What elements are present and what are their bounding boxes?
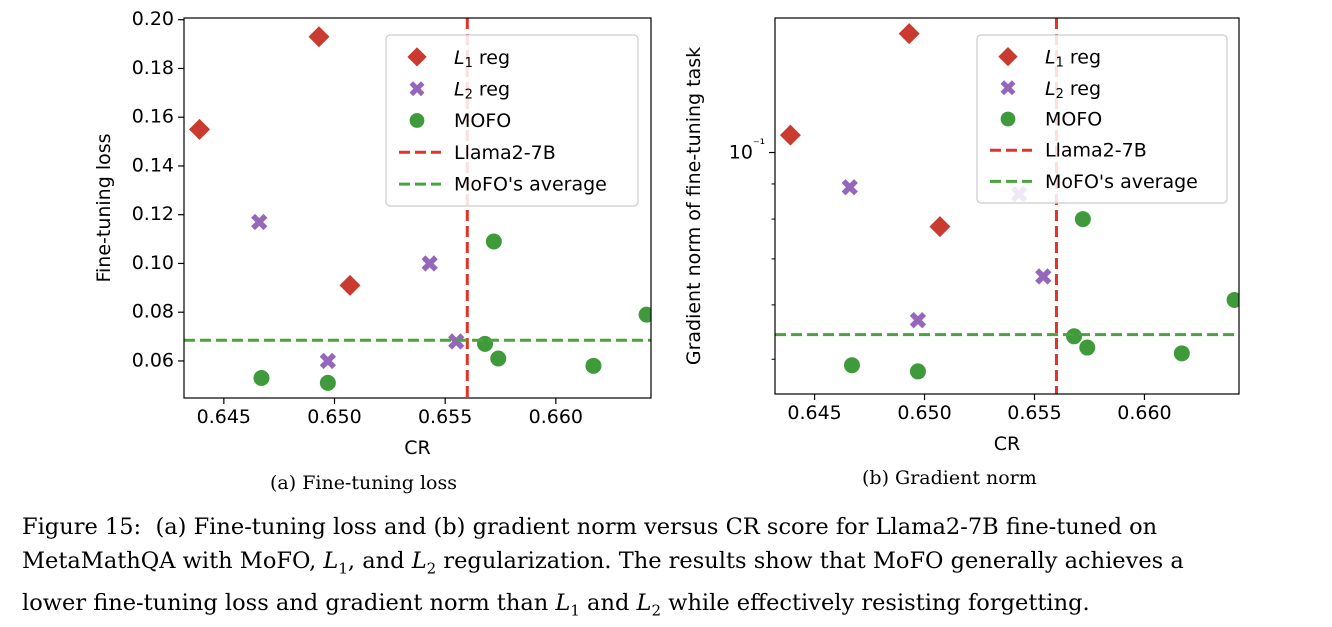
- legend-l1-reg-label: L1 reg: [1045, 46, 1101, 70]
- l1-reg-point-2: [339, 275, 360, 296]
- x-axis-label: CR: [994, 433, 1020, 455]
- legend-mofo-handle: [1001, 112, 1016, 127]
- legend-l2-reg-label: L2 reg: [1045, 77, 1101, 101]
- l2-reg-point-3: [1037, 270, 1049, 282]
- subplot-a: 0.645 0.650 0.655 0.660 0.06 0.08 0.10 0.12 0.14…: [93, 8, 655, 459]
- legend-mofo-s-average-label: MoFO's average: [454, 174, 607, 196]
- mofo-point-6: [1227, 292, 1243, 308]
- l2-reg-point-0: [253, 216, 265, 228]
- legend-l1-reg-label: L1 reg: [454, 46, 510, 70]
- mofo-point-6: [639, 307, 655, 323]
- mofo-point-3: [486, 234, 502, 250]
- x-tick-label-3: 0.660: [529, 406, 583, 428]
- y-tick-label-2: 0.10: [132, 252, 174, 274]
- figure-caption-line-3: lower fine-tuning loss and gradient norm…: [22, 586, 1312, 627]
- y-tick-label-0: 0.06: [132, 349, 174, 371]
- y-tick-label-6: 0.18: [132, 57, 174, 79]
- subplot-b-caption: (b) Gradient norm: [862, 467, 1037, 489]
- mofo-point-1: [910, 363, 926, 379]
- subplot-a-caption: (a) Fine-tuning loss: [270, 472, 457, 494]
- l2-reg-point-2: [423, 257, 435, 269]
- legend-mofo-s-average-label: MoFO's average: [1045, 171, 1198, 193]
- figure-caption-line-2: MetaMathQA with MoFO, L1, and L2 regular…: [22, 544, 1312, 586]
- l1-reg-point-0: [189, 119, 210, 140]
- legend-mofo-handle: [410, 113, 425, 128]
- legend-llama2-7b-label: Llama2-7B: [1045, 140, 1147, 162]
- mofo-point-1: [320, 375, 336, 391]
- x-tick-label-2: 0.655: [418, 406, 472, 428]
- mofo-point-2: [1066, 328, 1082, 344]
- legend-l2-reg-label: L2 reg: [454, 78, 510, 102]
- y-axis-label: Gradient norm of fine-tuning task: [683, 47, 705, 365]
- x-tick-label-0: 0.645: [787, 402, 841, 424]
- legend-mofo-label: MOFO: [454, 110, 511, 132]
- mofo-point-4: [1079, 340, 1095, 356]
- x-tick-label-3: 0.660: [1117, 402, 1171, 424]
- mofo-point-5: [1174, 345, 1190, 361]
- y-tick-label-0: 10⁻¹: [729, 137, 765, 163]
- x-tick-label-2: 0.655: [1007, 402, 1061, 424]
- l1-reg-point-1: [309, 26, 330, 47]
- l2-reg-point-0: [844, 181, 856, 193]
- y-tick-label-5: 0.16: [132, 106, 174, 128]
- mofo-point-4: [490, 351, 506, 367]
- l1-reg-point-2: [929, 216, 950, 237]
- y-axis-label: Fine-tuning loss: [93, 133, 115, 282]
- l2-reg-point-1: [912, 314, 924, 326]
- y-tick-label-3: 0.12: [132, 203, 174, 225]
- mofo-point-3: [1075, 211, 1091, 227]
- subplot-b: 0.645 0.650 0.655 0.660 10⁻¹ CR Gradient norm …: [683, 18, 1243, 455]
- y-tick-label-7: 0.20: [132, 8, 174, 30]
- x-tick-label-1: 0.650: [897, 402, 951, 424]
- y-tick-label-4: 0.14: [132, 154, 174, 176]
- x-tick-label-0: 0.645: [197, 406, 251, 428]
- legend: L1 reg L2 reg MOFO Llama2-7B MoFO's average: [386, 35, 638, 206]
- x-axis-label: CR: [404, 437, 430, 459]
- l1-reg-point-1: [899, 23, 920, 44]
- x-tick-label-1: 0.650: [307, 406, 361, 428]
- legend-mofo-label: MOFO: [1045, 109, 1102, 131]
- mofo-point-0: [844, 357, 860, 373]
- figure-caption-label: Figure 15:: [22, 514, 141, 540]
- mofo-point-2: [477, 336, 493, 352]
- l1-reg-point-0: [780, 125, 801, 146]
- mofo-point-5: [585, 358, 601, 374]
- figure-caption-text-1: (a) Fine-tuning loss and (b) gradient no…: [155, 514, 1157, 540]
- y-tick-label-1: 0.08: [132, 301, 174, 323]
- figure-caption-line-1: Figure 15: (a) Fine-tuning loss and (b) …: [22, 510, 1312, 544]
- mofo-point-0: [253, 370, 269, 386]
- figure-caption: Figure 15: (a) Fine-tuning loss and (b) …: [22, 510, 1312, 627]
- legend-llama2-7b-label: Llama2-7B: [454, 142, 556, 164]
- legend: L1 reg L2 reg MOFO Llama2-7B MoFO's average: [977, 35, 1227, 203]
- l2-reg-point-1: [322, 355, 334, 367]
